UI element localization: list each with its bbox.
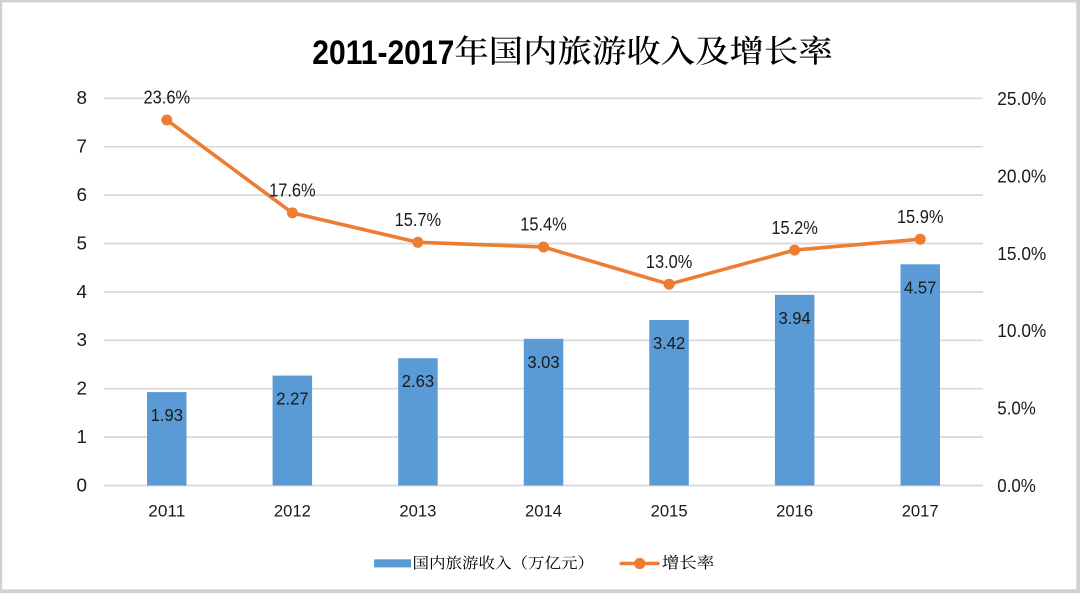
svg-text:15.7%: 15.7%: [395, 210, 442, 230]
svg-text:15.9%: 15.9%: [897, 207, 944, 227]
svg-text:2011-2017: 2011-2017: [312, 34, 454, 72]
svg-text:10.0%: 10.0%: [997, 321, 1046, 341]
svg-text:2012: 2012: [274, 502, 311, 521]
svg-text:13.0%: 13.0%: [646, 252, 693, 272]
svg-text:15.2%: 15.2%: [771, 218, 818, 238]
svg-text:20.0%: 20.0%: [997, 166, 1046, 186]
svg-text:5.0%: 5.0%: [997, 399, 1036, 419]
svg-text:8: 8: [77, 88, 88, 108]
svg-text:23.6%: 23.6%: [144, 88, 191, 108]
svg-text:5: 5: [77, 233, 88, 253]
svg-text:2011: 2011: [148, 502, 185, 521]
svg-text:7: 7: [77, 137, 88, 157]
svg-text:1.93: 1.93: [151, 405, 183, 425]
svg-text:2013: 2013: [399, 502, 436, 521]
svg-text:2.27: 2.27: [276, 389, 308, 409]
svg-text:15.4%: 15.4%: [520, 215, 567, 235]
svg-text:0: 0: [77, 475, 88, 495]
svg-text:6: 6: [77, 185, 88, 205]
svg-text:4.57: 4.57: [904, 277, 936, 297]
svg-text:15.0%: 15.0%: [997, 244, 1046, 264]
svg-text:3.03: 3.03: [527, 352, 559, 372]
svg-text:2017: 2017: [902, 502, 939, 521]
svg-text:2016: 2016: [776, 502, 813, 521]
svg-text:3: 3: [77, 330, 88, 350]
svg-text:0.0%: 0.0%: [997, 476, 1036, 496]
svg-text:2.63: 2.63: [402, 371, 434, 391]
svg-text:2015: 2015: [651, 502, 688, 521]
svg-text:2: 2: [77, 379, 88, 399]
svg-text:1: 1: [77, 427, 88, 447]
svg-text:2014: 2014: [525, 502, 562, 521]
svg-text:25.0%: 25.0%: [997, 89, 1046, 109]
svg-text:3.42: 3.42: [653, 333, 685, 353]
svg-text:17.6%: 17.6%: [269, 181, 316, 201]
svg-text:4: 4: [77, 282, 88, 302]
svg-text:3.94: 3.94: [778, 308, 811, 328]
